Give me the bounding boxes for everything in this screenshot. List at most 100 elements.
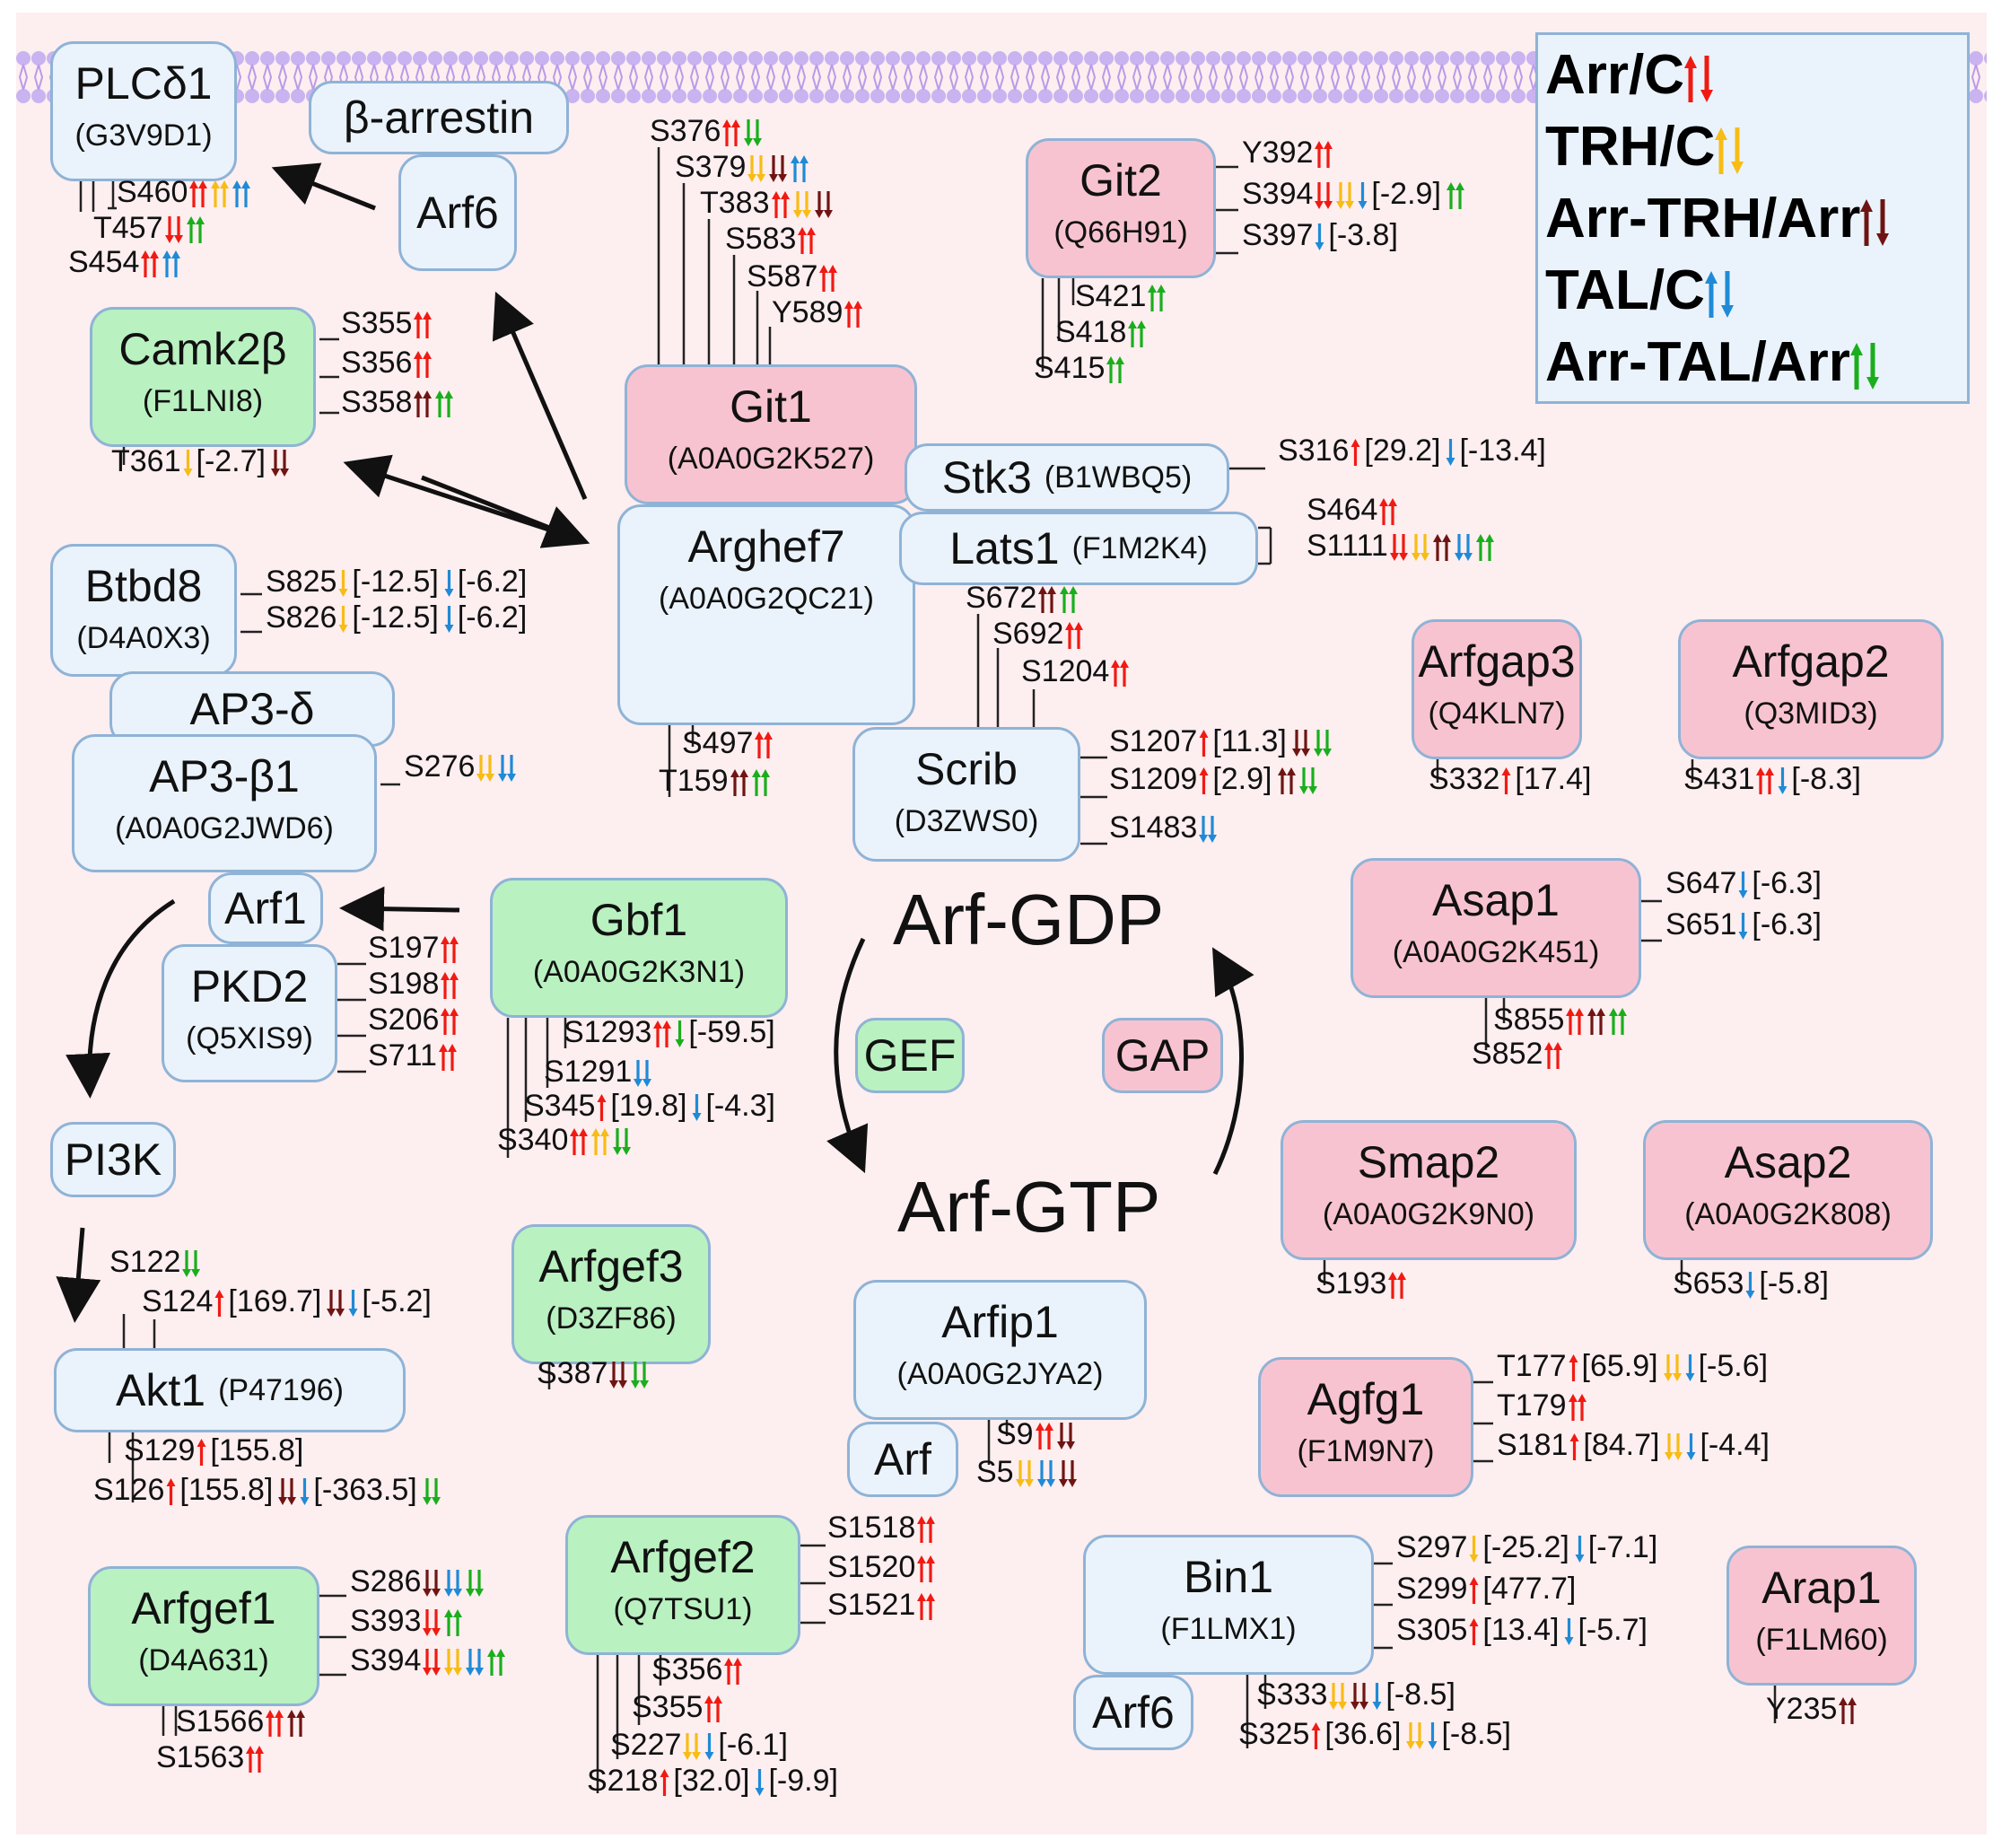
node-smap2: Smap2 (A0A0G2K9N0) [1281, 1120, 1577, 1260]
fold-change: [13.4] [1482, 1613, 1560, 1647]
phosphosite-s316: S316 [29.2] [-13.4] [1278, 434, 1552, 467]
lipid-head [565, 89, 580, 103]
lipid-head [703, 51, 717, 66]
up-arrow-icon [791, 155, 809, 183]
lipid-head [947, 51, 961, 66]
up-arrow-icon [1379, 498, 1398, 526]
legend-item: TRH/C [1545, 116, 1745, 179]
lipid-tail [964, 64, 975, 91]
phosphosite-y235: Y235 [1766, 1693, 1860, 1725]
lipid-head [489, 51, 503, 66]
phosphosite-s276: S276 [404, 750, 520, 783]
site-label: Y392 [1242, 136, 1314, 170]
site-label: S711 [368, 1038, 437, 1073]
up-arrow-icon [444, 1609, 463, 1637]
lipid-head [1206, 51, 1220, 66]
site-label: S227 [610, 1728, 682, 1762]
up-arrow-icon [1065, 622, 1084, 650]
lipid-tail [1421, 64, 1432, 91]
node-name: Arf1 [224, 883, 307, 933]
lipid-tail [811, 64, 822, 91]
lipid-tail [1238, 64, 1249, 91]
down-arrow-icon [348, 1290, 358, 1318]
down-arrow-icon [769, 155, 788, 183]
lipid-head [611, 51, 625, 66]
node-name: Gbf1 [590, 895, 688, 945]
down-arrow-icon [164, 216, 183, 244]
lipid-head [535, 51, 549, 66]
site-label: S286 [350, 1564, 422, 1598]
node-arfgef2: Arfgef2 (Q7TSU1) [565, 1515, 800, 1655]
node-ap3b1: AP3-β1 (A0A0G2JWD6) [72, 734, 377, 872]
up-arrow-icon [487, 1649, 506, 1677]
lipid-tail [567, 64, 578, 91]
phosphosite-y392: Y392 [1242, 136, 1336, 169]
site-label: S5 [976, 1455, 1014, 1489]
up-arrow-icon [917, 1593, 936, 1621]
phosphosite-s583: S583 [725, 223, 819, 255]
node-arfgef3: Arfgef3 (D3ZF86) [511, 1224, 711, 1364]
site-label: S218 [587, 1764, 659, 1798]
phosphosite-s394: S394 [350, 1644, 509, 1677]
lipid-tail [720, 64, 730, 91]
phosphosite-s332: S332 [17.4] [1429, 763, 1596, 795]
node-name: Agfg1 [1307, 1374, 1425, 1424]
up-down-arrow-icon [1684, 55, 1714, 102]
node-pkd2: PKD2 (Q5XIS9) [162, 944, 337, 1082]
lipid-head [1481, 51, 1495, 66]
site-label: S1111 [1307, 529, 1388, 563]
up-down-arrow-icon [1715, 127, 1744, 174]
node-arfgef1: Arfgef1 (D4A631) [88, 1566, 319, 1706]
site-label: S415 [1034, 351, 1106, 385]
phosphosite-s418: S418 [1055, 316, 1149, 348]
lipid-head [931, 89, 946, 103]
up-arrow-icon [162, 250, 181, 278]
lipid-head [1099, 51, 1114, 66]
lipid-tail [857, 64, 868, 91]
lipid-head [1084, 51, 1098, 66]
up-arrow-icon [1566, 1008, 1585, 1036]
lipid-head [275, 51, 290, 66]
phosphosite-s464: S464 [1307, 494, 1401, 526]
arrow-gbf1-to-arf1 [339, 886, 460, 932]
phosphosite-s297: S297 [-25.2] [-7.1] [1396, 1531, 1663, 1563]
lipid-head [1038, 51, 1053, 66]
lipid-head [382, 51, 397, 66]
down-arrow-icon [1389, 534, 1408, 562]
lipid-head [1374, 51, 1388, 66]
lipid-tail [262, 64, 273, 91]
up-arrow-icon [435, 390, 454, 418]
lipid-head [794, 51, 809, 66]
lipid-tail [33, 64, 44, 91]
lipid-head [1969, 51, 1983, 66]
phosphosite-s1207: S1207 [11.3] [1109, 725, 1335, 758]
fold-change: [-6.3] [1752, 907, 1822, 942]
lipid-head [1359, 51, 1373, 66]
node-btbd8: Btbd8 (D4A0X3) [50, 544, 237, 677]
gef-box: GEF [855, 1018, 965, 1093]
lipid-head [1023, 89, 1037, 103]
lipid-head [16, 51, 31, 66]
lipid-head [1496, 51, 1510, 66]
phosphosite-s9: S9 [996, 1418, 1079, 1450]
lipid-head [1389, 51, 1403, 66]
lipid-head [901, 89, 915, 103]
phosphosite-s305: S305 [13.4] [-5.7] [1396, 1614, 1653, 1646]
lipid-tail [659, 64, 669, 91]
lipid-head [687, 89, 702, 103]
lipid-head [1328, 51, 1342, 66]
lipid-head [260, 51, 275, 66]
up-down-arrow-icon [1860, 198, 1890, 246]
down-arrow-icon [1315, 223, 1324, 251]
node-lats1: Lats1 (F1M2K4) [899, 512, 1258, 585]
site-label: S126 [93, 1473, 165, 1507]
node-accession: (A0A0G2JWD6) [115, 811, 334, 845]
phosphosite-s1518: S1518 [827, 1511, 939, 1544]
phosphosite-s825: S825 [-12.5] [-6.2] [266, 565, 532, 598]
lipid-head [367, 51, 381, 66]
lipid-tail [1132, 64, 1142, 91]
gap-label: GAP [1115, 1030, 1211, 1081]
lipid-tail [1086, 64, 1097, 91]
lipid-tail [1269, 64, 1280, 91]
